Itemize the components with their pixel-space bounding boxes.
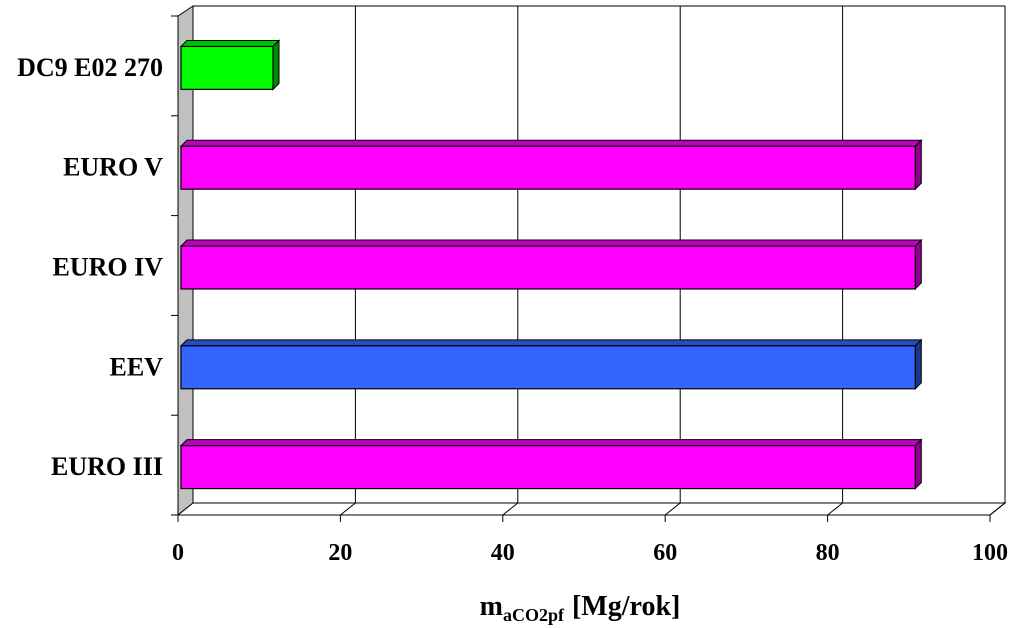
y-category-label: DC9 E02 270 [17, 53, 163, 82]
y-category-label: EURO III [51, 452, 163, 481]
x-tick-labels: 0 20 40 60 80 100 [172, 540, 1008, 566]
bar-end-face [914, 338, 922, 390]
bar [179, 238, 923, 291]
x-axis-title-subscript: aCO2pf [503, 605, 565, 625]
bar-front-face [180, 45, 274, 90]
floor-line [989, 502, 1006, 516]
x-axis-title-unit: [Mg/rok] [572, 591, 680, 622]
y-category-label: EURO IV [52, 253, 163, 282]
y-category-label: EURO V [63, 153, 163, 182]
plot-floor [176, 502, 1007, 516]
floor-line [664, 502, 681, 516]
floor-line [827, 502, 843, 516]
bar [179, 338, 923, 390]
axes [171, 15, 991, 522]
bar-top-face [179, 139, 923, 147]
floor-line [340, 502, 356, 516]
bar-top-face [179, 439, 923, 447]
bar [179, 438, 923, 490]
bar-front-face [180, 345, 916, 390]
x-axis-title-main: m [480, 591, 503, 622]
bars [179, 39, 923, 490]
x-tick-label: 40 [491, 540, 515, 566]
x-axis-title: maCO2pf [Mg/rok] [480, 591, 681, 625]
bar-front-face [180, 245, 916, 290]
x-tick-label: 100 [972, 540, 1008, 566]
bar-end-face [272, 39, 280, 91]
y-category-label: EEV [110, 352, 164, 381]
bar-top-face [179, 239, 923, 247]
bar-top-face [179, 339, 923, 347]
bar-end-face [914, 238, 922, 291]
bar-end-face [914, 139, 922, 191]
floor-line [502, 502, 519, 516]
x-tick-label: 20 [328, 540, 352, 566]
bar-front-face [180, 445, 916, 490]
x-tick-label: 0 [172, 540, 184, 566]
x-tick-label: 80 [816, 540, 840, 566]
bar [179, 139, 923, 191]
bar-front-face [180, 145, 916, 190]
y-category-labels: DC9 E02 270 EURO V EURO IV EEV EURO III [17, 53, 163, 481]
bar-end-face [914, 438, 922, 490]
bar-top-face [179, 39, 281, 47]
x-tick-label: 60 [653, 540, 677, 566]
bar [179, 39, 281, 91]
